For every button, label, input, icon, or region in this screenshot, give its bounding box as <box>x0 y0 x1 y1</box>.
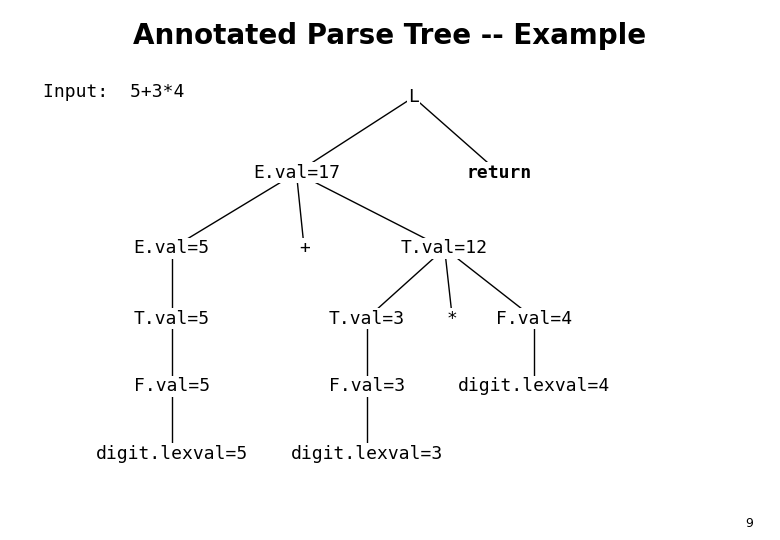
Text: Annotated Parse Tree -- Example: Annotated Parse Tree -- Example <box>133 22 647 50</box>
Text: *: * <box>447 309 458 328</box>
Text: digit.lexval=3: digit.lexval=3 <box>290 444 443 463</box>
Text: digit.lexval=5: digit.lexval=5 <box>95 444 248 463</box>
Text: 9: 9 <box>745 517 753 530</box>
Text: +: + <box>299 239 310 258</box>
Text: digit.lexval=4: digit.lexval=4 <box>458 377 611 395</box>
Text: T.val=5: T.val=5 <box>133 309 210 328</box>
Text: F.val=5: F.val=5 <box>133 377 210 395</box>
Text: T.val=3: T.val=3 <box>328 309 405 328</box>
Text: F.val=4: F.val=4 <box>496 309 573 328</box>
Text: Input:  5+3*4: Input: 5+3*4 <box>43 83 184 101</box>
Text: T.val=12: T.val=12 <box>401 239 488 258</box>
Text: return: return <box>466 164 532 182</box>
Text: E.val=17: E.val=17 <box>253 164 340 182</box>
Text: F.val=3: F.val=3 <box>328 377 405 395</box>
Text: L: L <box>408 88 419 106</box>
Text: E.val=5: E.val=5 <box>133 239 210 258</box>
